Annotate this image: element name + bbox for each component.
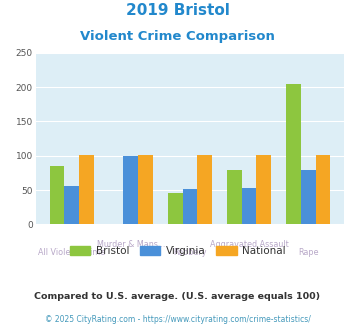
Bar xyxy=(242,188,256,224)
Bar xyxy=(197,155,212,224)
Text: Compared to U.S. average. (U.S. average equals 100): Compared to U.S. average. (U.S. average … xyxy=(34,292,321,301)
Text: Aggravated Assault: Aggravated Assault xyxy=(210,240,288,248)
Bar xyxy=(227,170,242,224)
Text: Robbery: Robbery xyxy=(173,248,207,257)
Bar xyxy=(182,189,197,224)
Bar xyxy=(256,155,271,224)
Bar xyxy=(138,155,153,224)
Text: Murder & Mans...: Murder & Mans... xyxy=(97,240,165,248)
Bar xyxy=(301,170,316,224)
Bar xyxy=(316,155,330,224)
Text: Violent Crime Comparison: Violent Crime Comparison xyxy=(80,30,275,43)
Text: © 2025 CityRating.com - https://www.cityrating.com/crime-statistics/: © 2025 CityRating.com - https://www.city… xyxy=(45,315,310,324)
Bar xyxy=(168,193,182,224)
Bar xyxy=(124,156,138,224)
Bar xyxy=(79,155,94,224)
Text: 2019 Bristol: 2019 Bristol xyxy=(126,3,229,18)
Text: All Violent Crime: All Violent Crime xyxy=(38,248,105,257)
Bar xyxy=(50,166,64,224)
Bar xyxy=(64,186,79,224)
Bar xyxy=(286,84,301,224)
Text: Rape: Rape xyxy=(298,248,318,257)
Legend: Bristol, Virginia, National: Bristol, Virginia, National xyxy=(65,242,290,260)
